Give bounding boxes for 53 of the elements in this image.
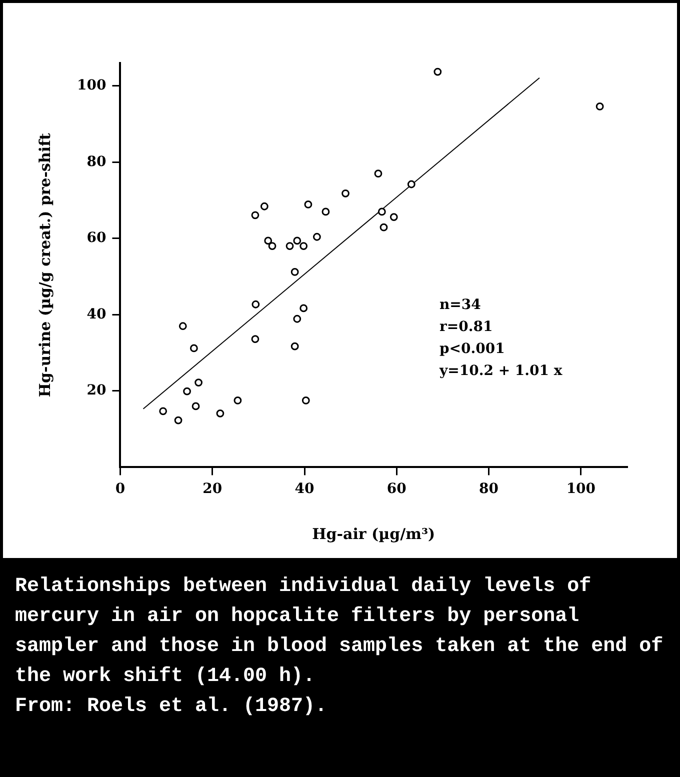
point: [290, 342, 299, 350]
x-tick-label: 100: [566, 481, 596, 498]
text: From: Roels et al. (1987).: [15, 694, 328, 720]
point: [407, 180, 416, 188]
y-tick-label: 40: [86, 306, 106, 322]
point: [374, 170, 382, 178]
point: [304, 200, 312, 208]
point: [252, 300, 260, 308]
point: [300, 242, 308, 250]
point: [312, 232, 321, 241]
point: [290, 268, 299, 276]
point: [322, 208, 330, 216]
point: [260, 202, 268, 210]
point: [183, 387, 191, 396]
point: [192, 402, 200, 410]
point: [178, 322, 187, 330]
point: [378, 208, 386, 216]
x-tick-label: 80: [479, 481, 499, 498]
y-axis-title: Hg-urine (µg/g creat.) pre-shift: [36, 132, 54, 398]
point: [268, 242, 276, 250]
x-tick-label: 20: [202, 481, 222, 498]
x-axis-title: Hg-air (µg/m³): [312, 524, 436, 543]
point: [190, 344, 198, 352]
point: [264, 236, 272, 245]
text: Relationships between individual daily levels of mercury in air on hopcalite filters by personal sampler and those in blood samples taken at the end of the work shift (14.00 h).: [15, 574, 664, 690]
point: [302, 396, 310, 404]
point: [293, 314, 302, 323]
y-tick-label: 20: [86, 382, 106, 399]
annotation: y=10.2 + 1.01 x: [438, 363, 563, 380]
point: [596, 102, 604, 110]
point: [390, 213, 398, 222]
point: [216, 409, 224, 418]
annotation: n=34: [439, 297, 482, 314]
point: [234, 396, 242, 404]
point: [380, 223, 388, 232]
point: [251, 335, 260, 344]
point: [286, 242, 294, 250]
point: [194, 378, 202, 386]
point: [434, 68, 442, 76]
point: [174, 416, 182, 424]
annotation: p<0.001: [439, 341, 505, 358]
y-tick-label: 60: [86, 230, 106, 246]
x-tick-label: 40: [294, 481, 315, 498]
x-tick-label: 0: [115, 481, 126, 498]
point: [159, 407, 168, 416]
x-tick-label: 60: [386, 481, 407, 498]
point: [251, 211, 260, 220]
point: [342, 189, 350, 198]
point: [293, 236, 302, 245]
annotation: r=0.81: [439, 319, 493, 336]
y-tick-label: 80: [86, 154, 106, 170]
y-tick-label: 100: [76, 78, 106, 94]
point: [300, 304, 308, 312]
